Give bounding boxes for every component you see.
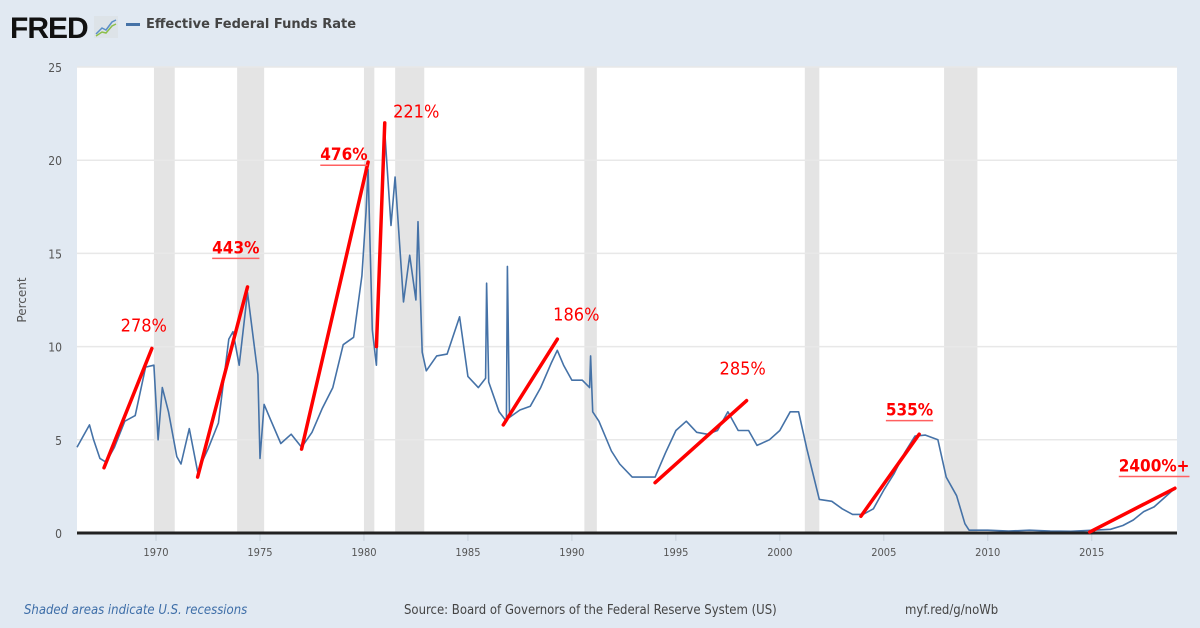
recession-band [153,67,175,533]
recession-band [804,67,820,533]
legend-swatch [126,23,140,26]
annotation-label: 2400%+ [1119,456,1190,476]
recession-band [944,67,978,533]
y-tick-label: 20 [48,154,62,168]
x-tick-label: 2015 [1079,546,1104,559]
annotation-trend-line [102,346,154,470]
x-tick-label: 2005 [871,546,896,559]
fred-logo[interactable]: FRED [10,12,89,45]
annotation-trend-line [501,337,560,427]
x-tick-label: 1970 [143,546,168,559]
annotation-label: 443% [212,238,259,258]
chart-legend: Effective Federal Funds Rate [126,17,356,32]
x-tick-label: 1985 [455,546,480,559]
recession-band [363,67,375,533]
y-tick-label: 25 [48,61,62,75]
annotation-label: 278% [121,316,167,337]
annotation-label: 476% [320,145,367,165]
series-line [76,131,1176,533]
short-link[interactable]: myf.red/g/noWb [905,603,999,618]
x-tick-label: 1980 [351,546,376,559]
annotation-trend-line [299,160,370,451]
x-tick-label: 1995 [663,546,688,559]
annotation-label: 221% [393,101,439,122]
annotation-trend-line [1087,486,1177,534]
recession-band [237,67,265,533]
y-tick-label: 0 [55,527,62,541]
y-tick-label: 10 [48,341,62,355]
annotation-trend-line [195,285,250,479]
y-tick-label: 15 [48,247,62,261]
annotation-label: 186% [553,305,599,326]
source-text: Source: Board of Governors of the Federa… [404,603,777,618]
annotation-trend-line [374,121,387,349]
legend-label: Effective Federal Funds Rate [146,17,357,32]
x-tick-label: 1990 [559,546,584,559]
recession-band [395,67,425,533]
recession-band [584,67,597,533]
annotation-trend-line [653,398,749,485]
chart-logo-icon [94,16,118,38]
annotation-trend-line [859,432,921,518]
y-axis-label: Percent [15,277,29,322]
x-tick-label: 2010 [975,546,1000,559]
annotation-label: 535% [886,401,933,421]
recession-note: Shaded areas indicate U.S. recessions [24,603,248,618]
x-tick-label: 2000 [767,546,792,559]
annotation-label: 285% [720,359,766,380]
x-tick-label: 1975 [247,546,272,559]
y-tick-label: 5 [55,434,62,448]
